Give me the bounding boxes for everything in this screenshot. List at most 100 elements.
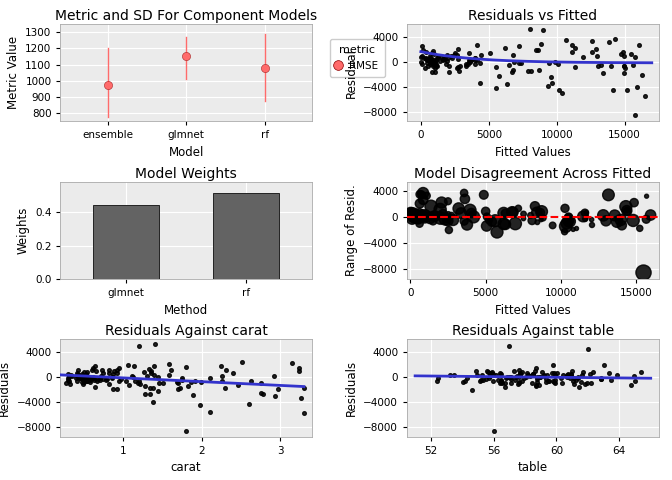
Point — [615, 215, 626, 223]
Point — [561, 219, 572, 227]
Point — [605, 376, 616, 384]
Point — [504, 61, 515, 69]
Title: Model Disagreement Across Fitted: Model Disagreement Across Fitted — [414, 167, 652, 180]
Point — [497, 380, 507, 387]
Point — [140, 382, 151, 390]
Point — [586, 216, 597, 223]
Point — [245, 377, 256, 385]
Point — [442, 216, 452, 224]
Point — [517, 368, 528, 376]
Point — [531, 381, 542, 389]
Point — [408, 213, 419, 220]
Point — [425, 203, 436, 210]
Point — [603, 369, 614, 377]
Point — [452, 64, 462, 72]
Point — [433, 374, 444, 382]
Point — [104, 367, 115, 374]
Point — [622, 207, 632, 215]
Point — [453, 63, 464, 71]
Point — [587, 368, 598, 375]
Point — [595, 375, 606, 383]
Point — [573, 374, 583, 382]
Point — [509, 59, 519, 66]
Title: Metric and SD For Component Models: Metric and SD For Component Models — [55, 9, 317, 23]
Point — [445, 371, 456, 379]
Point — [507, 208, 517, 216]
Point — [407, 210, 417, 217]
Point — [413, 214, 423, 221]
Point — [293, 364, 304, 372]
Point — [81, 372, 92, 380]
Point — [576, 372, 587, 379]
Point — [493, 72, 504, 80]
Point — [553, 86, 564, 94]
Point — [536, 216, 546, 223]
Point — [233, 382, 243, 389]
Point — [460, 60, 471, 68]
Point — [641, 216, 652, 223]
Point — [585, 370, 595, 378]
Point — [563, 213, 574, 221]
Point — [596, 373, 607, 381]
Point — [569, 381, 580, 388]
Point — [408, 214, 419, 222]
Point — [470, 60, 480, 68]
Point — [431, 60, 442, 67]
Point — [472, 372, 482, 379]
Point — [566, 370, 577, 377]
Point — [587, 48, 597, 56]
Point — [81, 377, 92, 384]
Point — [414, 220, 425, 228]
Point — [102, 81, 113, 89]
Point — [444, 62, 454, 70]
Point — [612, 218, 622, 226]
Point — [541, 379, 552, 386]
Point — [560, 222, 571, 230]
Point — [476, 376, 487, 384]
Point — [634, 41, 644, 49]
Point — [514, 380, 525, 387]
X-axis label: Fitted Values: Fitted Values — [495, 146, 571, 159]
Point — [495, 377, 506, 384]
Point — [492, 228, 503, 236]
Point — [530, 203, 540, 210]
Point — [89, 376, 99, 384]
Point — [576, 378, 587, 385]
Point — [555, 374, 566, 382]
Point — [535, 373, 546, 381]
Point — [428, 62, 439, 70]
Legend: RMSE: RMSE — [329, 39, 384, 77]
Point — [77, 372, 87, 380]
Point — [138, 368, 149, 376]
Point — [83, 376, 94, 384]
Point — [474, 378, 485, 385]
Point — [542, 378, 553, 385]
Point — [446, 212, 457, 219]
Point — [405, 209, 416, 217]
Point — [452, 55, 463, 63]
Point — [417, 211, 428, 218]
Point — [421, 192, 432, 200]
Point — [544, 59, 554, 67]
Point — [427, 217, 438, 225]
Y-axis label: Metric Value: Metric Value — [7, 36, 19, 109]
Point — [500, 379, 511, 387]
Point — [603, 38, 614, 46]
Y-axis label: Weights: Weights — [16, 207, 30, 254]
Point — [599, 361, 610, 369]
Point — [84, 376, 95, 384]
Point — [87, 374, 97, 382]
Point — [512, 380, 523, 388]
Point — [591, 52, 602, 60]
Point — [523, 372, 534, 379]
Point — [181, 427, 192, 434]
Point — [512, 372, 523, 380]
Point — [470, 56, 480, 63]
Point — [464, 56, 474, 63]
Point — [641, 192, 652, 200]
Point — [566, 48, 577, 56]
Point — [88, 364, 99, 372]
Point — [437, 57, 448, 64]
Point — [456, 209, 466, 217]
Point — [620, 203, 631, 211]
